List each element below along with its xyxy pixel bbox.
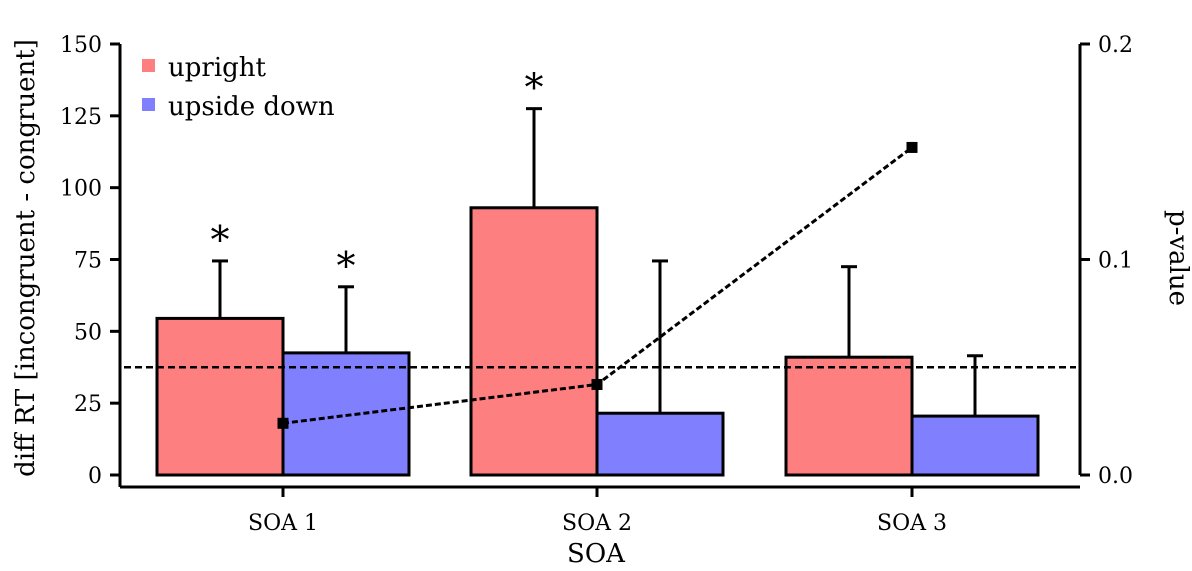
p-value-marker: [906, 141, 918, 153]
x-axis-tick-label: SOA 2: [562, 511, 632, 536]
x-axis-tick-label: SOA 1: [248, 511, 318, 536]
left-axis-tick-label: 25: [74, 392, 102, 417]
bar-upright-3: [784, 355, 914, 477]
p-value-layer: [277, 141, 918, 429]
legend-label-upright: upright: [168, 53, 267, 83]
legend: upright upside down: [142, 53, 335, 122]
significance-layer: * * *: [211, 66, 544, 288]
right-axis-tick-label: 0.1: [1098, 249, 1133, 274]
left-axis-tick-label: 50: [74, 320, 102, 345]
left-axis-tick-label: 75: [74, 249, 102, 274]
p-value-marker: [277, 417, 289, 429]
significance-star: *: [525, 66, 544, 110]
x-axis-title: SOA: [567, 539, 626, 569]
bar-upside-down-1: [281, 351, 411, 477]
axes-layer: 0 25 50 75 100 125 150 0.0 0.1 0.2 SOA 1 SOA 2 SOA 3: [60, 33, 1133, 536]
y-axis-title: diff RT [incongruent - congruent]: [11, 39, 41, 477]
right-axis-tick-label: 0.0: [1098, 464, 1133, 489]
left-axis-tick-label: 0: [88, 464, 102, 489]
error-bars-layer: [212, 107, 983, 417]
x-axis-tick-label: SOA 3: [877, 511, 947, 536]
legend-swatch-upside-down: [142, 98, 155, 111]
left-axis-tick-label: 150: [60, 33, 102, 58]
right-axis-tick-label: 0.2: [1098, 33, 1133, 58]
significance-star: *: [337, 244, 356, 288]
legend-label-upside-down: upside down: [168, 92, 335, 122]
bar-upright-1: [155, 316, 285, 477]
p-value-marker: [591, 378, 603, 390]
significance-star: *: [211, 218, 230, 262]
bar-upright-2: [469, 206, 599, 477]
legend-swatch-upright: [142, 59, 155, 72]
right-axis-title: p-value: [1163, 210, 1192, 306]
left-axis-tick-label: 125: [60, 105, 102, 130]
bar-upside-down-3: [910, 414, 1040, 477]
bar-upside-down-2: [595, 411, 725, 477]
left-axis-tick-label: 100: [60, 177, 102, 202]
bars-layer: [155, 206, 1040, 477]
